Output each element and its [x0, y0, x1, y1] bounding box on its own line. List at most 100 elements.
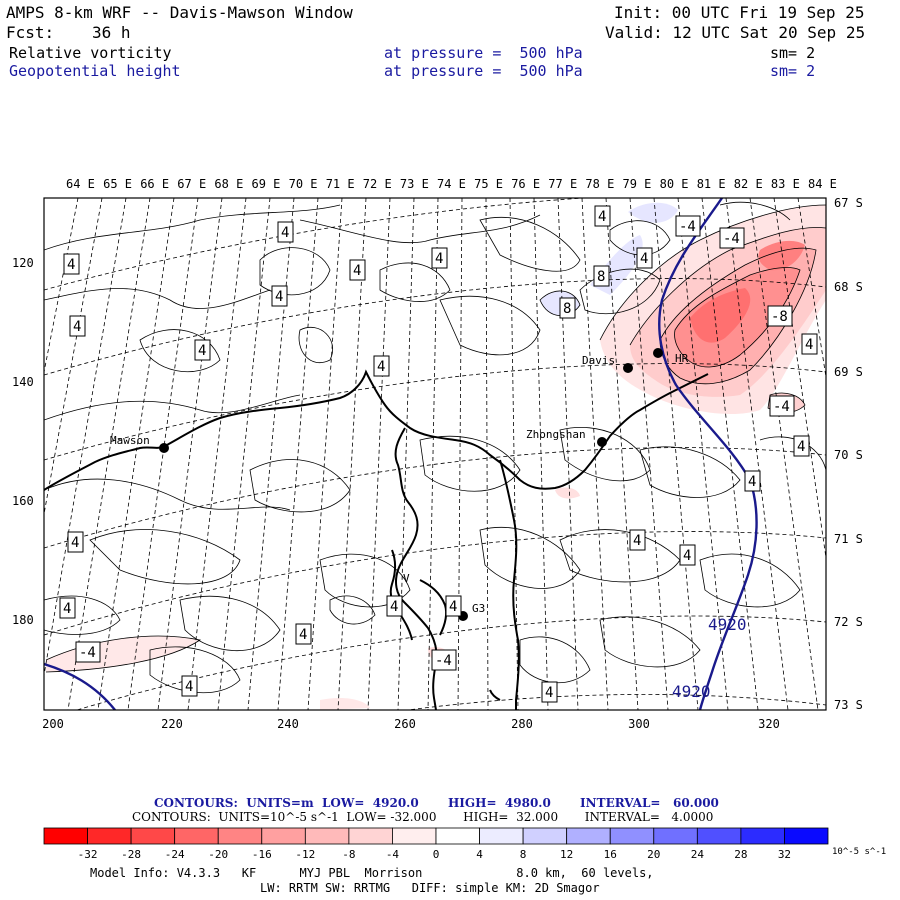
- vorticity-contour-label: 4: [683, 548, 691, 564]
- longitude-label: 76 E: [511, 177, 540, 191]
- station-label: V: [403, 572, 410, 585]
- colorbar-label: 24: [691, 848, 705, 861]
- latitude-label: 69 S: [834, 365, 863, 379]
- station-marker: [597, 437, 607, 447]
- vorticity-label-box: [719, 227, 745, 249]
- station-label: Mawson: [110, 434, 150, 447]
- y-tick-label: 140: [12, 375, 34, 389]
- vorticity-label-box: [793, 435, 810, 457]
- vorticity-contour-label: 4: [377, 359, 385, 375]
- latitude-label: 67 S: [834, 196, 863, 210]
- longitude-label: 65 E: [103, 177, 132, 191]
- vorticity-label-box: [181, 675, 198, 697]
- vorticity-contour-label: 4: [198, 343, 206, 359]
- longitude-label: 73 E: [400, 177, 429, 191]
- longitude-label: 79 E: [623, 177, 652, 191]
- model-info-physics: LW: RRTM SW: RRTMG DIFF: simple KM: 2D S…: [260, 881, 600, 895]
- colorbar-swatch: [174, 827, 219, 845]
- field1-level: at pressure = 500 hPa: [384, 44, 583, 62]
- colorbar-swatch: [435, 827, 480, 845]
- vorticity-contour-label: 4: [633, 533, 641, 549]
- station-marker: [623, 363, 633, 373]
- colorbar-label: 12: [560, 848, 573, 861]
- latitude-label: 72 S: [834, 615, 863, 629]
- colorbar-swatch: [304, 827, 350, 845]
- colorbar-swatch: [522, 827, 568, 845]
- latitude-label: 71 S: [834, 532, 863, 546]
- vorticity-contour-label: 4: [281, 225, 289, 241]
- contour-labels-layer: 4920 4920 4 4 4 4 4 4 4 4 4 4 4 4 4 4 4 4 4 4 4 4 -4 -4 -4 -4 -4 -8…: [59, 205, 818, 703]
- vorticity-contour-label: -4: [773, 399, 790, 415]
- model-info: Model Info: V4.3.3 KF MYJ PBL Morrison 8…: [90, 866, 654, 880]
- x-tick-label: 260: [394, 717, 416, 731]
- vorticity-label-box: [445, 595, 462, 617]
- vorticity-label-box: [801, 333, 818, 355]
- colorbar-label: -8: [342, 848, 355, 861]
- longitude-label: 69 E: [252, 177, 281, 191]
- vorticity-contour-label: 4: [185, 679, 193, 695]
- stations-layer: Mawson Davis HR Zhongshan G3 V: [110, 348, 689, 621]
- vorticity-contour-label: 4: [797, 439, 805, 455]
- station-label: HR: [675, 352, 689, 365]
- vorticity-label-box: [594, 205, 611, 227]
- colorbar-label: 28: [734, 848, 747, 861]
- y-tick-label: 180: [12, 613, 34, 627]
- colorbar-label: -24: [165, 848, 185, 861]
- longitude-label: 80 E: [660, 177, 689, 191]
- colorbar-swatch: [479, 827, 524, 845]
- longitude-label: 83 E: [771, 177, 800, 191]
- longitude-label: 74 E: [437, 177, 466, 191]
- colorbar-swatch: [261, 827, 306, 845]
- lat-lon-grid: [44, 198, 826, 710]
- longitude-label: 64 E: [66, 177, 95, 191]
- vorticity-contour-label: 4: [73, 319, 81, 335]
- colorbar-swatch: [653, 827, 698, 845]
- forecast-label: Fcst:: [6, 23, 55, 42]
- height-contour-label: 4920: [708, 615, 747, 634]
- x-tick-label: 300: [628, 717, 650, 731]
- vorticity-contour-label: 4: [748, 474, 756, 490]
- vorticity-label-box: [373, 355, 390, 377]
- colorbar-label: -12: [295, 848, 315, 861]
- vorticity-label-box: [769, 395, 795, 417]
- colorbar-label: 20: [647, 848, 660, 861]
- x-tick-label: 320: [758, 717, 780, 731]
- longitude-label: 67 E: [177, 177, 206, 191]
- colorbar-label: -20: [208, 848, 228, 861]
- vorticity-label-box: [431, 649, 457, 671]
- map-title: AMPS 8-km WRF -- Davis-Mawson Window: [6, 3, 353, 22]
- vorticity-label-box: [69, 315, 86, 337]
- x-tick-label: 240: [277, 717, 299, 731]
- longitude-label: 75 E: [474, 177, 503, 191]
- vorticity-label-box: [349, 259, 366, 281]
- longitude-label: 66 E: [140, 177, 169, 191]
- colorbar-swatch: [696, 827, 742, 845]
- x-axis-labels: 200 220 240 260 280 300 320: [42, 717, 780, 731]
- vorticity-contour-label: 4: [275, 289, 283, 305]
- valid-time: Valid: 12 UTC Sat 20 Sep 25: [605, 23, 866, 42]
- y-tick-label: 160: [12, 494, 34, 508]
- longitude-label: 84 E: [808, 177, 837, 191]
- vorticity-contour-label: 4: [545, 685, 553, 701]
- vorticity-label-box: [675, 215, 701, 237]
- vorticity-contour-label: 4: [353, 263, 361, 279]
- latitude-labels: 67 S 68 S 69 S 70 S 71 S 72 S 73 S: [834, 196, 863, 712]
- x-tick-label: 280: [511, 717, 533, 731]
- colorbar: -32 -28 -24 -20 -16 -12 -8 -4 0 4 8 12 16 20 24 28 32 10^…: [43, 827, 886, 861]
- vorticity-contour-label: -4: [679, 219, 696, 235]
- x-tick-label: 200: [42, 717, 64, 731]
- vorticity-contour-label: 4: [449, 599, 457, 615]
- vorticity-contour-label: -4: [723, 231, 740, 247]
- station-label: G3: [472, 602, 485, 615]
- y-tick-label: 120: [12, 256, 34, 270]
- init-time: Init: 00 UTC Fri 19 Sep 25: [614, 3, 865, 22]
- vorticity-label-box: [75, 641, 101, 663]
- colorbar-swatch: [392, 827, 437, 845]
- colorbar-swatch: [609, 827, 655, 845]
- vorticity-label-box: [629, 529, 646, 551]
- colorbar-swatch: [217, 827, 263, 845]
- vorticity-contours: [44, 201, 826, 694]
- vorticity-contour-label: 8: [563, 301, 571, 317]
- vorticity-contour-label: 4: [67, 257, 75, 273]
- colorbar-label: 16: [604, 848, 617, 861]
